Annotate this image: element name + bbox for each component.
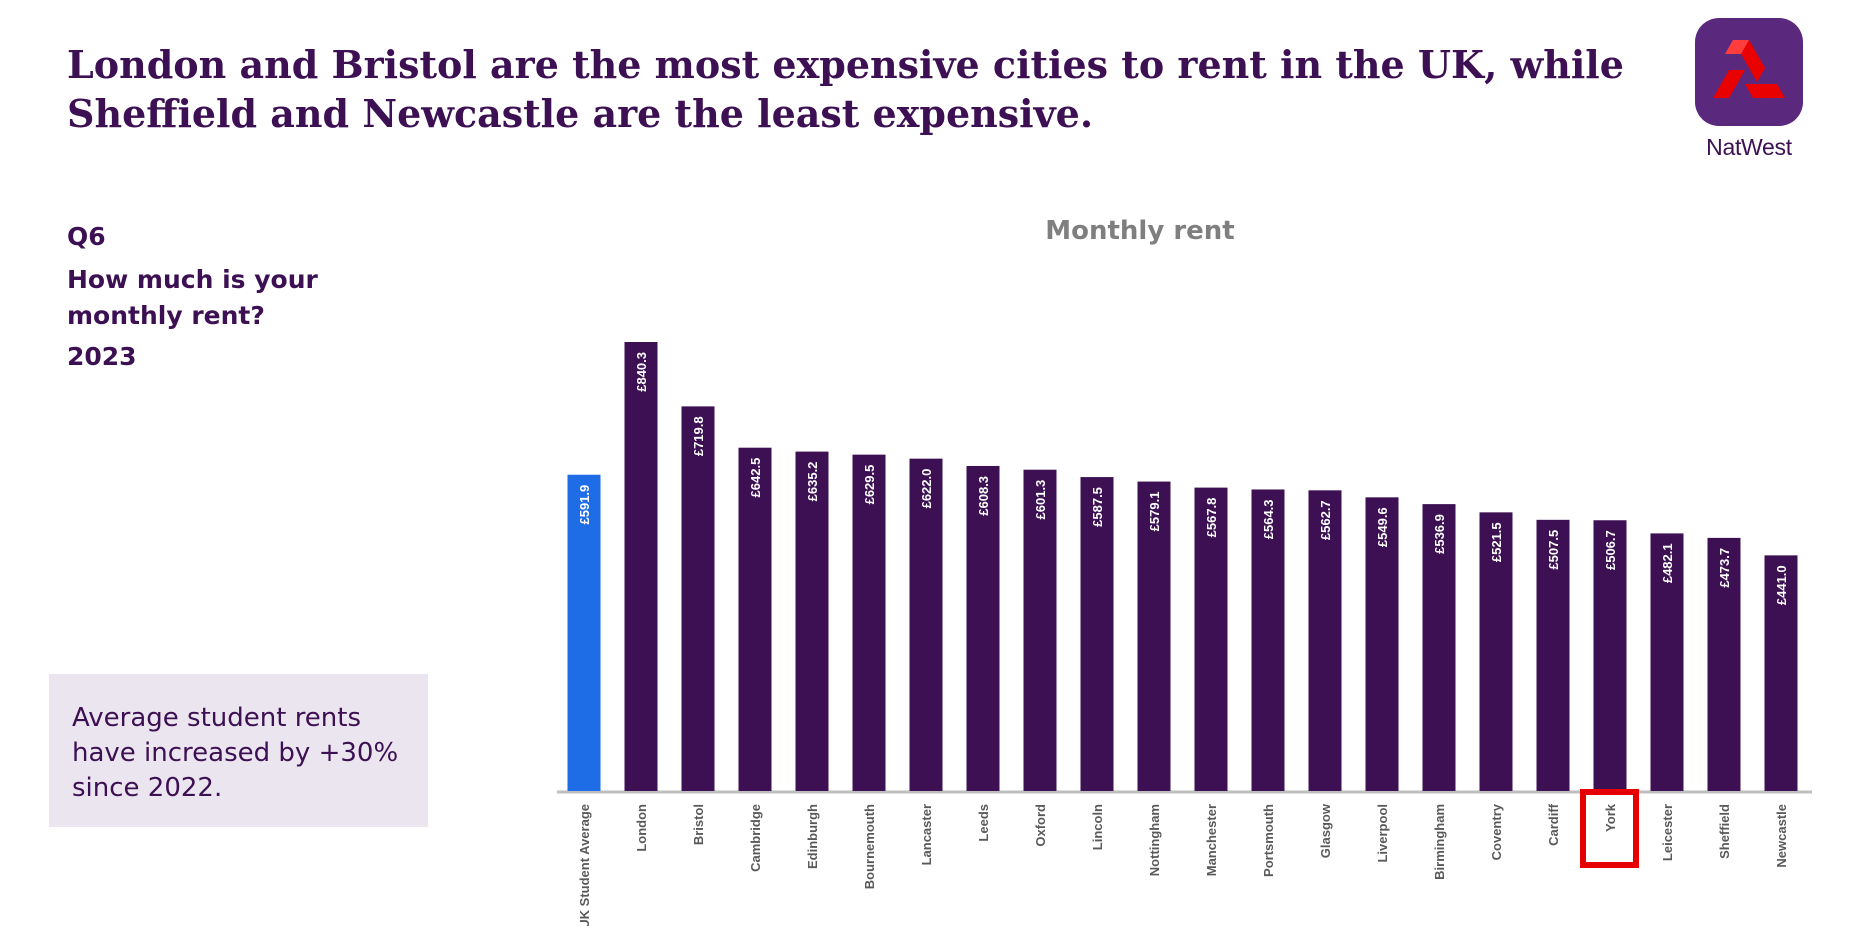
bar-birmingham xyxy=(1422,504,1456,791)
tick-label: Portsmouth xyxy=(1261,804,1276,877)
bar-nottingham xyxy=(1137,481,1171,791)
bar-leicester xyxy=(1650,533,1684,791)
tick-label: Bristol xyxy=(691,804,706,845)
tick-label: Liverpool xyxy=(1375,804,1390,863)
bar-bristol xyxy=(681,406,715,791)
bar-leeds xyxy=(966,465,1000,791)
data-label: £506.7 xyxy=(1603,530,1618,570)
logo-wordmark: NatWest xyxy=(1706,134,1792,160)
natwest-chevrons-icon xyxy=(1695,18,1803,126)
data-label: £601.3 xyxy=(1033,480,1048,520)
bar-glasgow xyxy=(1308,490,1342,791)
title-line-1: London and Bristol are the most expensiv… xyxy=(67,42,1624,87)
tick-label: Glasgow xyxy=(1318,803,1333,858)
data-label: £587.5 xyxy=(1090,487,1105,527)
data-label: £840.3 xyxy=(634,352,649,392)
bar-newcastle xyxy=(1764,555,1798,791)
tick-label: Leeds xyxy=(976,804,991,842)
chart-title: Monthly rent xyxy=(1045,216,1235,246)
tick-label: Lincoln xyxy=(1090,804,1105,850)
tick-label: Cambridge xyxy=(748,804,763,872)
bar-cambridge xyxy=(738,447,772,791)
bar-coventry xyxy=(1479,512,1513,791)
question-text: How much is your monthly rent? xyxy=(67,265,318,330)
data-label: £635.2 xyxy=(805,462,820,502)
callout-text: Average student rents have increased by … xyxy=(72,703,399,803)
page-title: London and Bristol are the most expensiv… xyxy=(67,40,1627,138)
title-line-2: Sheffield and Newcastle are the least ex… xyxy=(67,91,1094,136)
data-label: £642.5 xyxy=(748,458,763,498)
data-label: £567.8 xyxy=(1204,498,1219,538)
tick-label: Edinburgh xyxy=(805,804,820,869)
tick-label: Birmingham xyxy=(1432,804,1447,880)
tick-label: London xyxy=(634,804,649,852)
tick-label: York xyxy=(1603,803,1618,832)
bar-edinburgh xyxy=(795,451,829,791)
bar-uk-student-average xyxy=(567,474,601,791)
data-label: £521.5 xyxy=(1489,522,1504,562)
question-block: Q6 How much is your monthly rent? 2023 xyxy=(67,220,367,374)
question-year: 2023 xyxy=(67,342,137,371)
natwest-logo: NatWest xyxy=(1694,18,1804,161)
tick-label: Newcastle xyxy=(1774,804,1789,868)
bar-london xyxy=(624,342,658,791)
tick-label: Bournemouth xyxy=(862,804,877,889)
question-code: Q6 xyxy=(67,222,106,251)
bar-cardiff xyxy=(1536,519,1570,791)
data-label: £536.9 xyxy=(1432,514,1447,554)
tick-label: Lancaster xyxy=(919,804,934,865)
bar-portsmouth xyxy=(1251,489,1285,791)
data-label: £507.5 xyxy=(1546,530,1561,570)
bar-lincoln xyxy=(1080,477,1114,791)
data-label: £562.7 xyxy=(1318,500,1333,540)
data-label: £441.0 xyxy=(1774,565,1789,605)
bar-bournemouth xyxy=(852,454,886,791)
tick-label: UK Student Average xyxy=(577,804,592,926)
bar-york xyxy=(1593,520,1627,791)
bar-lancaster xyxy=(909,458,943,791)
highlight-box xyxy=(1580,789,1639,868)
bar-manchester xyxy=(1194,487,1228,791)
tick-label: Sheffield xyxy=(1717,804,1732,859)
tick-label: Oxford xyxy=(1033,804,1048,847)
tick-label: Coventry xyxy=(1489,803,1504,860)
data-label: £622.0 xyxy=(919,469,934,509)
data-label: £473.7 xyxy=(1717,548,1732,588)
data-label: £591.9 xyxy=(577,485,592,525)
data-label: £549.6 xyxy=(1375,507,1390,547)
data-label: £482.1 xyxy=(1660,543,1675,583)
data-label: £719.8 xyxy=(691,416,706,456)
data-label: £629.5 xyxy=(862,465,877,505)
bar-sheffield xyxy=(1707,537,1741,791)
data-label: £564.3 xyxy=(1261,499,1276,539)
bar-oxford xyxy=(1023,469,1057,791)
data-label: £608.3 xyxy=(976,476,991,516)
tick-label: Nottingham xyxy=(1147,804,1162,876)
tick-label: Manchester xyxy=(1204,804,1219,876)
tick-label: Leicester xyxy=(1660,804,1675,861)
bar-liverpool xyxy=(1365,497,1399,791)
tick-label: Cardiff xyxy=(1546,803,1561,846)
callout-box: Average student rents have increased by … xyxy=(49,674,428,827)
data-label: £579.1 xyxy=(1147,492,1162,532)
